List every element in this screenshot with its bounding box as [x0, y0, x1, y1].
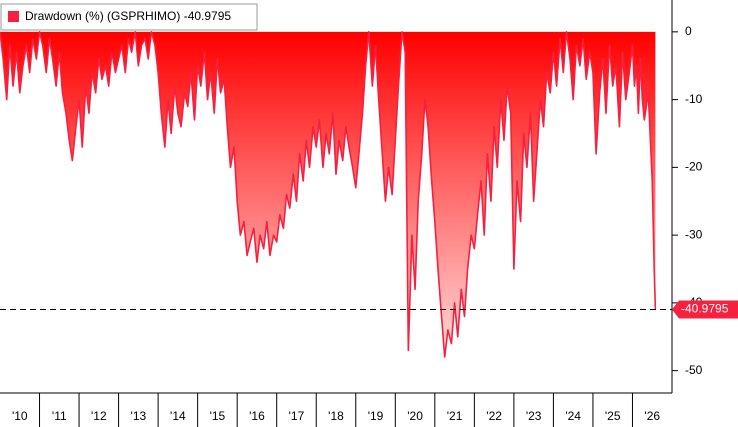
y-tick-label: -10	[685, 92, 703, 106]
legend-box	[0, 3, 258, 31]
x-tick-label: '12	[91, 409, 107, 423]
legend-entry: Drawdown (%) (GSPRHIMO) -40.9795	[25, 9, 231, 23]
y-tick-label: -50	[685, 363, 703, 377]
legend-label: Drawdown (%) (GSPRHIMO)	[25, 9, 180, 23]
x-tick-label: '23	[526, 409, 542, 423]
x-tick-label: '20	[407, 409, 423, 423]
legend-value: -40.9795	[184, 9, 232, 23]
legend-swatch	[8, 11, 19, 22]
y-tick-label: -20	[685, 160, 703, 174]
x-tick-label: '26	[644, 409, 660, 423]
x-tick-label: '13	[131, 409, 147, 423]
x-tick-label: '15	[210, 409, 226, 423]
area	[0, 31, 656, 358]
plot-area	[0, 31, 657, 358]
line	[0, 31, 657, 358]
y-tick-label: -30	[685, 227, 703, 241]
legend: Drawdown (%) (GSPRHIMO) -40.9795	[0, 3, 258, 31]
x-tick-label: '24	[565, 409, 581, 423]
last-value-label: -40.9795	[681, 302, 729, 316]
y-tick-label: 0	[685, 24, 692, 38]
x-tick-label: '10	[12, 409, 28, 423]
x-tick-label: '21	[447, 409, 463, 423]
last-value-tag	[672, 300, 738, 319]
x-tick-label: '22	[486, 409, 502, 423]
x-tick-label: '18	[328, 409, 344, 423]
x-tick-label: '17	[289, 409, 305, 423]
x-tick-label: '25	[605, 409, 621, 423]
x-tick-label: '11	[52, 409, 67, 423]
x-tick-label: '14	[170, 409, 186, 423]
x-tick-label: '19	[368, 409, 384, 423]
x-tick-label: '16	[249, 409, 265, 423]
